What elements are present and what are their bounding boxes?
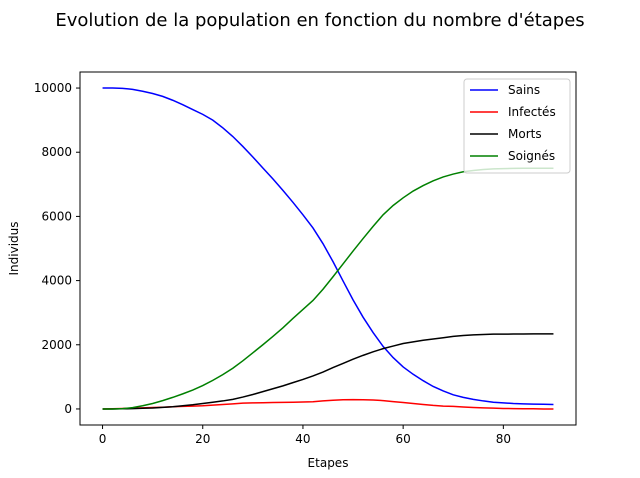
x-tick-label-2: 40 xyxy=(295,432,310,446)
x-tick-label-4: 80 xyxy=(496,432,511,446)
series-line-0 xyxy=(102,87,554,406)
x-axis-label: Etapes xyxy=(308,456,349,470)
chart-title: Evolution de la population en fonction d… xyxy=(55,10,584,31)
x-tick-label-1: 20 xyxy=(195,432,210,446)
legend: Sains Infectés Morts Soignés xyxy=(463,78,571,174)
y-axis-label: Individus xyxy=(7,221,21,275)
x-axis-ticks: 0 20 40 60 80 xyxy=(99,425,511,446)
y-tick-label-3: 6000 xyxy=(41,209,72,223)
y-tick-label-4: 8000 xyxy=(41,145,72,159)
y-tick-label-1: 2000 xyxy=(41,338,72,352)
plot-frame xyxy=(79,71,577,426)
x-tick-label-3: 60 xyxy=(396,432,411,446)
legend-label-3: Soignés xyxy=(508,149,555,163)
legend-box xyxy=(463,78,571,174)
legend-label-2: Morts xyxy=(508,127,542,141)
y-tick-label-2: 4000 xyxy=(41,274,72,288)
legend-label-1: Infectés xyxy=(508,105,556,119)
y-axis-ticks: 0 2000 4000 6000 8000 10000 xyxy=(34,81,80,416)
x-tick-label-0: 0 xyxy=(99,432,107,446)
legend-label-0: Sains xyxy=(508,83,540,97)
y-tick-label-0: 0 xyxy=(64,402,72,416)
y-tick-label-5: 10000 xyxy=(34,81,72,95)
series-line-2 xyxy=(102,333,554,410)
series-line-3 xyxy=(102,167,554,410)
